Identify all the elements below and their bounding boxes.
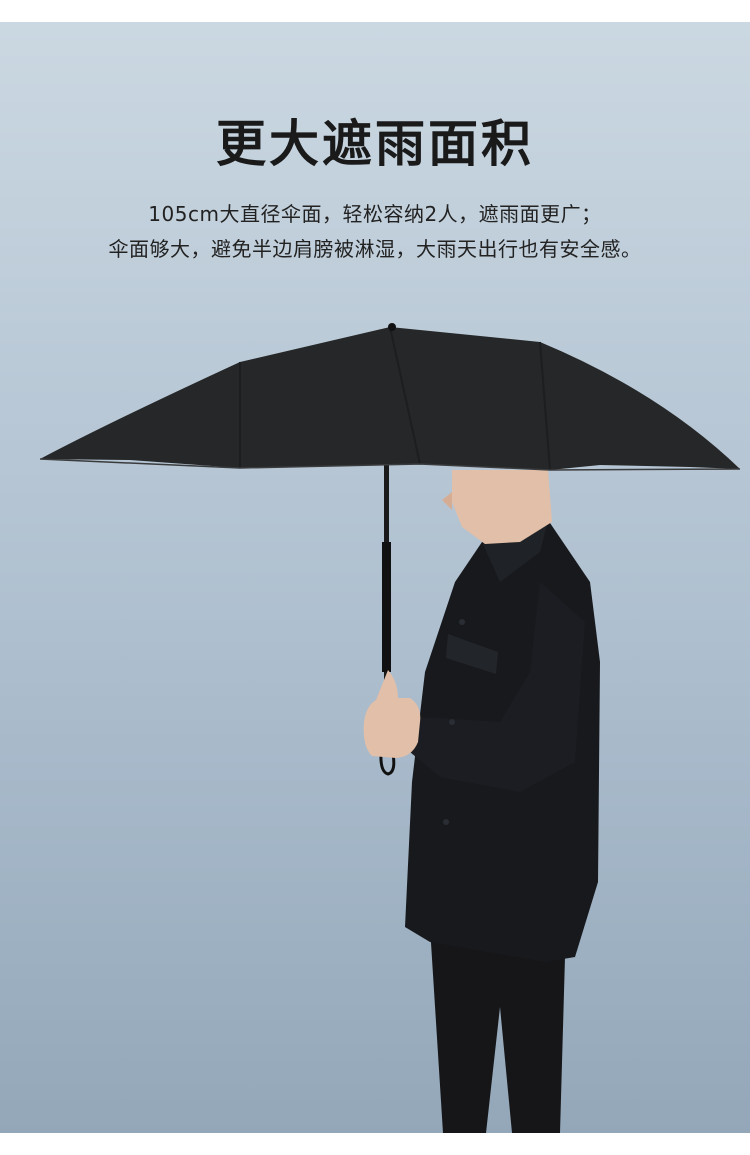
description-line-2: 伞面够大，避免半边肩膀被淋湿，大雨天出行也有安全感。: [108, 237, 642, 261]
head: [442, 470, 552, 544]
description-line-1: 105cm大直径伞面，轻松容纳2人，遮雨面更广；: [148, 202, 602, 226]
umbrella-canopy: [39, 323, 741, 471]
hand: [363, 670, 421, 758]
headline: 更大遮雨面积: [216, 115, 534, 173]
shirt: [405, 520, 600, 962]
product-banner: 更大遮雨面积 105cm大直径伞面，轻松容纳2人，遮雨面更广； 伞面够大，避免半…: [0, 22, 750, 1133]
person-with-umbrella-illustration: [39, 323, 741, 1133]
pants: [430, 922, 566, 1133]
